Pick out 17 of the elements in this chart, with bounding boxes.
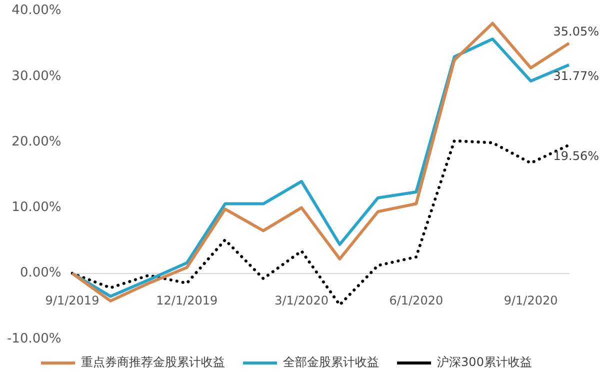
legend-label: 沪深300累计收益 [437,355,532,370]
y-tick-label: 40.00% [12,3,62,18]
data-label: 31.77% [553,68,599,83]
legend-label: 全部金股累计收益 [283,355,380,370]
data-label: 19.56% [553,149,599,164]
y-tick-label: 20.00% [12,134,62,150]
y-tick-label: 30.00% [12,68,62,84]
legend-label: 重点券商推荐金股累计收益 [81,355,226,370]
x-tick-label: 6/1/2020 [389,294,444,308]
x-tick-label: 9/1/2020 [504,294,558,308]
data-label: 35.05% [553,24,599,38]
y-tick-label: -10.00% [6,331,62,346]
x-tick-label: 12/1/2019 [156,294,218,308]
y-tick-label: 0.00% [20,266,62,281]
x-tick-label: 9/1/2019 [45,294,100,308]
y-tick-label: 10.00% [12,200,62,216]
x-tick-label: 3/1/2020 [274,294,328,308]
